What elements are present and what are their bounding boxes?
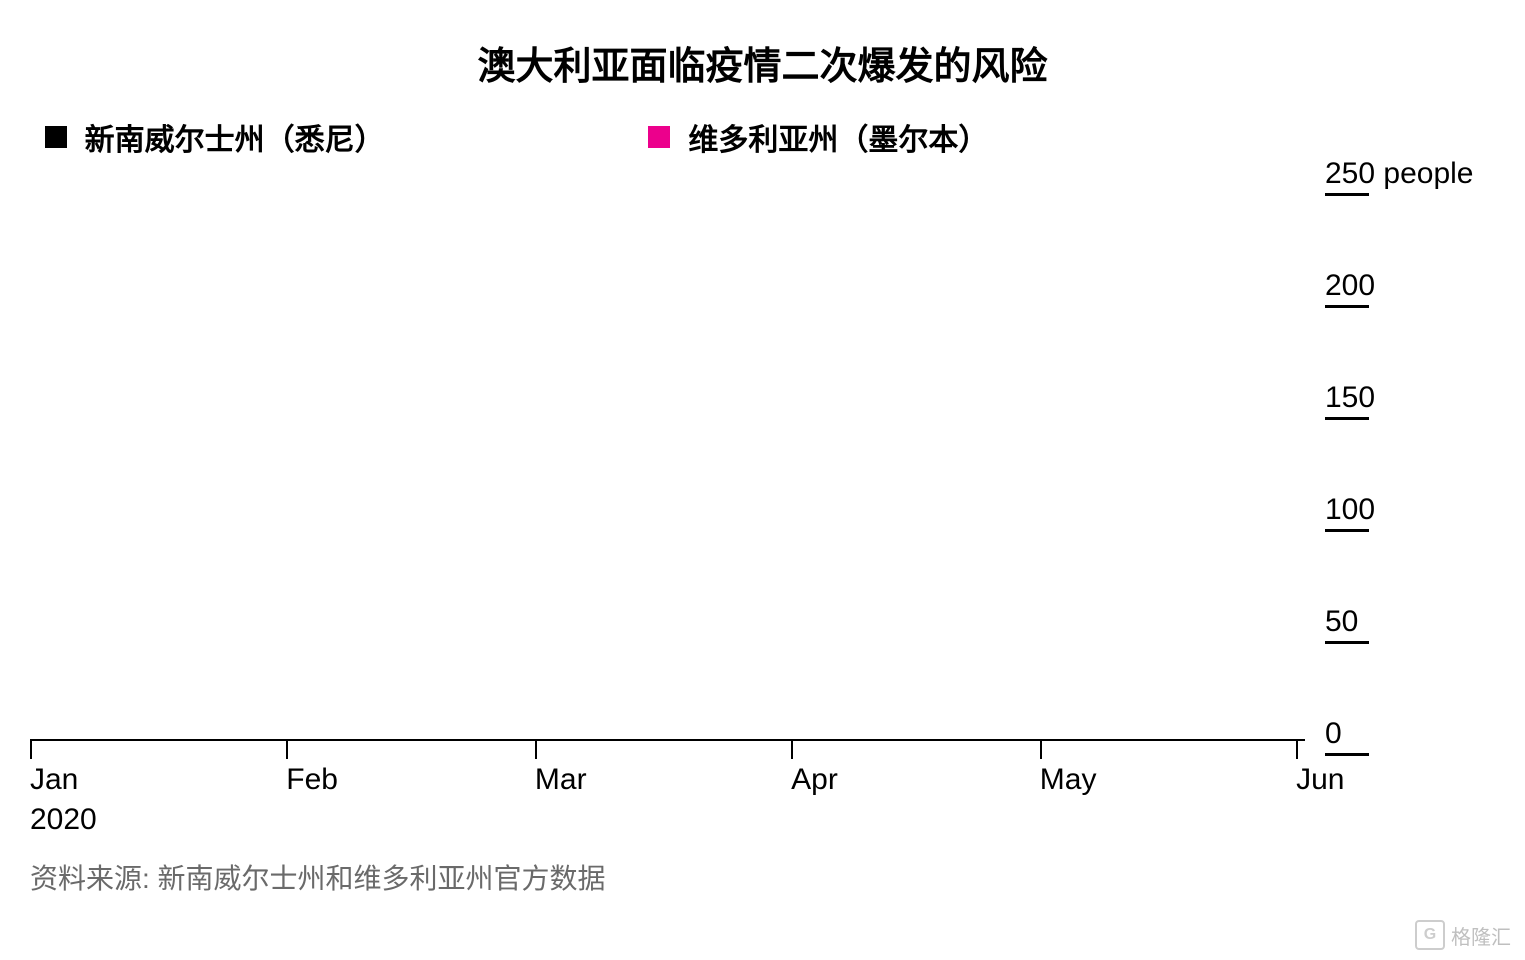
x-tick-mark — [535, 741, 537, 759]
legend-item-vic: 维多利亚州（墨尔本） — [648, 115, 988, 159]
x-tick-label: Feb — [286, 763, 338, 797]
x-tick-mark — [30, 741, 32, 759]
y-tick-mark — [1325, 529, 1369, 532]
x-tick-label: May — [1040, 763, 1097, 797]
x-tick-label: Mar — [535, 763, 587, 797]
legend-item-nsw: 新南威尔士州（悉尼） — [45, 115, 385, 159]
x-axis: Jan2020FebMarAprMayJun — [30, 741, 1305, 851]
chart: 250 people200150100500 Jan2020FebMarAprM… — [30, 179, 1495, 851]
x-tick-mark — [286, 741, 288, 759]
x-tick-mark — [1296, 741, 1298, 759]
legend-label-nsw: 新南威尔士州（悉尼） — [85, 115, 385, 159]
x-tick-label: Jun — [1296, 763, 1344, 797]
watermark-text: 格隆汇 — [1451, 921, 1511, 950]
x-tick-mark — [1040, 741, 1042, 759]
y-tick-mark — [1325, 753, 1369, 756]
y-tick-label: 250 people — [1325, 157, 1473, 191]
watermark: G 格隆汇 — [1415, 920, 1511, 950]
legend-swatch-vic — [648, 126, 670, 148]
y-axis: 250 people200150100500 — [1305, 179, 1495, 739]
y-tick-label: 100 — [1325, 493, 1375, 527]
y-tick-label: 0 — [1325, 717, 1342, 751]
y-tick-mark — [1325, 417, 1369, 420]
chart-title: 澳大利亚面临疫情二次爆发的风险 — [30, 35, 1495, 90]
y-tick-mark — [1325, 305, 1369, 308]
y-tick-label: 150 — [1325, 381, 1375, 415]
source-text: 资料来源: 新南威尔士州和维多利亚州官方数据 — [30, 857, 1495, 897]
x-tick-label: Apr — [791, 763, 838, 797]
y-tick-mark — [1325, 641, 1369, 644]
watermark-logo-icon: G — [1415, 920, 1445, 950]
y-tick-label: 200 — [1325, 269, 1375, 303]
legend: 新南威尔士州（悉尼） 维多利亚州（墨尔本） — [30, 115, 1495, 159]
x-tick-mark — [791, 741, 793, 759]
x-tick-label: Jan — [30, 763, 78, 797]
x-year-label: 2020 — [30, 803, 97, 837]
y-tick-mark — [1325, 193, 1369, 196]
y-tick-label: 50 — [1325, 605, 1358, 639]
bars-container — [30, 179, 1305, 739]
legend-label-vic: 维多利亚州（墨尔本） — [688, 115, 988, 159]
plot-area — [30, 179, 1305, 741]
legend-swatch-nsw — [45, 126, 67, 148]
